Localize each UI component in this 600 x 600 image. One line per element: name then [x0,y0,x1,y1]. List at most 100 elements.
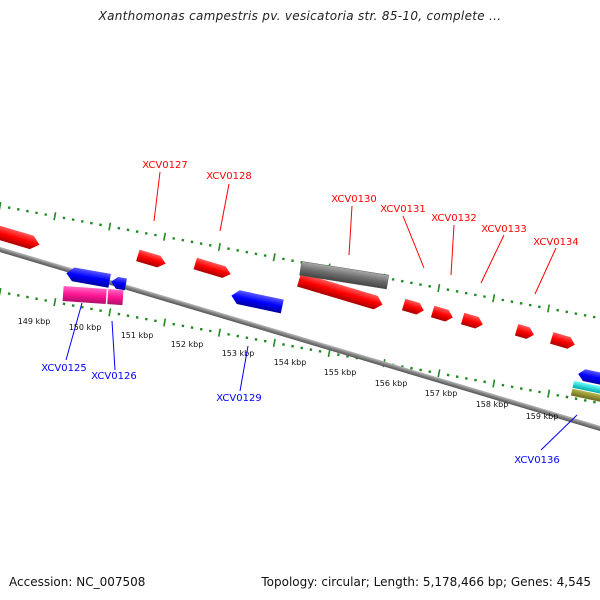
label-xcv0128[interactable]: XCV0128 [206,171,251,182]
label-xcv0125[interactable]: XCV0125 [41,363,86,374]
minor-tick [208,243,212,247]
minor-tick [154,319,157,323]
minor-tick [227,247,230,251]
accession-label: Accession: NC_007508 [9,575,146,589]
major-tick [437,283,441,293]
major-tick [547,304,550,313]
scale-label: 156 kbp [375,379,408,388]
gene-arrow-xcv0132[interactable] [430,305,455,323]
label-xcv0134[interactable]: XCV0134 [533,237,578,248]
label-xcv0127[interactable]: XCV0127 [142,160,187,171]
minor-tick [565,395,569,399]
minor-tick [583,398,587,402]
gene-arrow-xcv0127[interactable] [136,249,167,270]
forward-strand-genes [0,220,576,350]
topology-summary: Topology: circular; Length: 5,178,466 bp… [261,575,591,589]
minor-tick [446,288,450,292]
minor-tick [254,252,258,256]
label-xcv0132[interactable]: XCV0132 [431,213,476,224]
label-xcv0133[interactable]: XCV0133 [481,224,526,235]
major-tick [163,232,167,241]
gene-arrow-xcv0129[interactable] [230,289,284,314]
minor-tick [537,305,541,309]
upper-tick-ring [0,201,596,319]
minor-tick [483,380,487,384]
scale-label: 159 kbp [526,412,559,421]
minor-tick [556,308,560,312]
minor-tick [473,293,477,297]
scale-label: 152 kbp [171,340,204,349]
minor-tick [117,226,121,230]
major-tick [492,379,496,388]
minor-tick [510,300,514,304]
gene-arrow-xcv0128[interactable] [193,257,233,280]
genome-backbone [0,241,600,441]
minor-tick [300,346,304,350]
scale-label: 149 kbp [18,317,51,326]
major-tick [108,222,112,231]
minor-tick [428,284,432,288]
major-tick [272,253,276,262]
major-tick [0,201,2,211]
gene-arrow[interactable] [110,276,127,291]
minor-tick [135,315,139,319]
minor-tick [71,304,75,307]
stacked-features [570,380,600,404]
major-tick [547,389,551,398]
major-tick [272,338,276,347]
gene-arrow[interactable] [0,220,41,252]
gene-arrow-xcv0133[interactable] [460,312,485,330]
major-tick [163,318,167,327]
scale-label: 154 kbp [274,358,307,367]
label-xcv0126[interactable]: XCV0126 [91,371,136,382]
minor-tick [172,322,176,326]
minor-tick [336,353,340,357]
minor-tick [519,387,523,390]
minor-tick [419,368,423,372]
scale-label: 157 kbp [425,389,458,398]
minor-tick [236,334,240,338]
major-tick [437,369,441,378]
label-xcv0131[interactable]: XCV0131 [380,204,425,215]
gene-arrow[interactable] [550,332,576,350]
map-title: Xanthomonas campestris pv. vesicatoria s… [98,9,502,23]
scale-label: 151 kbp [121,331,154,340]
scale-label: 155 kbp [324,368,357,377]
scale-label: 153 kbp [222,349,255,358]
major-tick [492,294,496,303]
label-xcv0129[interactable]: XCV0129 [216,393,261,404]
major-tick [217,242,221,252]
lower-tick-ring [0,287,596,404]
major-tick [217,328,221,337]
minor-tick [400,279,404,283]
gene-arrow-xcv0134[interactable] [514,324,536,341]
minor-tick [7,206,11,210]
scale-label: 150 kbp [69,323,102,332]
major-tick [108,308,112,317]
minor-tick [291,259,294,263]
minor-tick [318,349,322,353]
cyan-feature[interactable] [572,380,600,397]
olive-feature[interactable] [570,388,600,404]
reverse-strand-genes [65,266,600,385]
minor-tick [26,295,29,299]
label-xcv0130[interactable]: XCV0130 [331,194,376,205]
label-xcv0136[interactable]: XCV0136 [514,455,559,466]
major-tick [53,298,57,307]
minor-tick [464,376,468,380]
minor-tick [35,211,38,215]
scale-label: 158 kbp [476,400,509,409]
minor-tick [144,231,148,235]
pseudo-gene-xcv0130[interactable] [299,261,389,290]
gene-arrow-xcv0136[interactable] [577,368,600,385]
gene-arrow-xcv0125[interactable] [65,266,111,288]
gene-arrow-xcv0131[interactable] [401,298,426,316]
minor-tick [90,307,93,311]
minor-tick [7,292,11,296]
major-tick [53,212,57,221]
minor-tick [181,238,185,242]
gene-block-xcv0126[interactable] [62,285,124,306]
gene-arrow-xcv0130[interactable] [297,273,384,311]
minor-tick [501,383,505,387]
